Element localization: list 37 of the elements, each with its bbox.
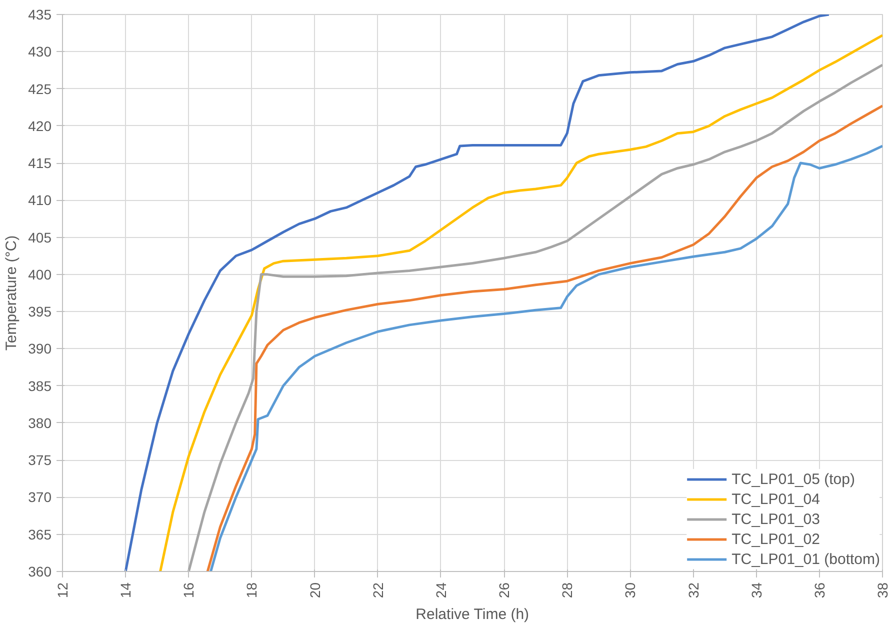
x-tick-label: 34 bbox=[748, 582, 764, 598]
y-tick-label: 380 bbox=[28, 414, 52, 431]
x-axis-title: Relative Time (h) bbox=[416, 606, 530, 624]
y-tick-label: 430 bbox=[28, 44, 52, 60]
y-tick-label: 385 bbox=[28, 378, 52, 394]
y-tick-label: 415 bbox=[28, 155, 52, 172]
y-tick-label: 405 bbox=[28, 229, 52, 246]
x-tick-label: 14 bbox=[118, 582, 134, 598]
x-tick-label: 30 bbox=[622, 582, 638, 598]
legend-label: TC_LP01_02 bbox=[732, 530, 820, 548]
legend-label: TC_LP01_05 (top) bbox=[732, 470, 855, 488]
y-tick-label: 410 bbox=[28, 192, 52, 208]
x-tick-label: 32 bbox=[685, 582, 702, 598]
y-tick-label: 425 bbox=[28, 80, 52, 97]
x-tick-label: 22 bbox=[370, 582, 386, 598]
x-tick-label: 26 bbox=[496, 582, 512, 598]
legend-label: TC_LP01_04 bbox=[732, 490, 820, 508]
y-tick-label: 395 bbox=[28, 304, 52, 320]
y-tick-label: 370 bbox=[28, 489, 52, 506]
x-tick-label: 24 bbox=[432, 582, 449, 598]
x-tick-label: 16 bbox=[180, 582, 197, 598]
y-tick-label: 390 bbox=[28, 340, 52, 357]
y-tick-label: 435 bbox=[28, 6, 52, 22]
x-tick-label: 12 bbox=[54, 582, 70, 598]
x-tick-label: 36 bbox=[811, 582, 828, 598]
y-tick-label: 400 bbox=[28, 266, 52, 282]
x-tick-label: 18 bbox=[244, 582, 260, 598]
y-tick-label: 420 bbox=[28, 118, 52, 134]
y-tick-label: 365 bbox=[28, 526, 52, 542]
x-tick-label: 28 bbox=[559, 582, 576, 598]
y-tick-label: 360 bbox=[28, 564, 52, 580]
legend-label: TC_LP01_01 (bottom) bbox=[732, 550, 880, 568]
x-tick-label: 38 bbox=[874, 582, 890, 598]
x-tick-label: 20 bbox=[306, 582, 323, 598]
y-tick-label: 375 bbox=[28, 452, 52, 468]
y-axis-title: Temperature (°C) bbox=[3, 235, 20, 351]
legend-label: TC_LP01_03 bbox=[732, 510, 820, 528]
